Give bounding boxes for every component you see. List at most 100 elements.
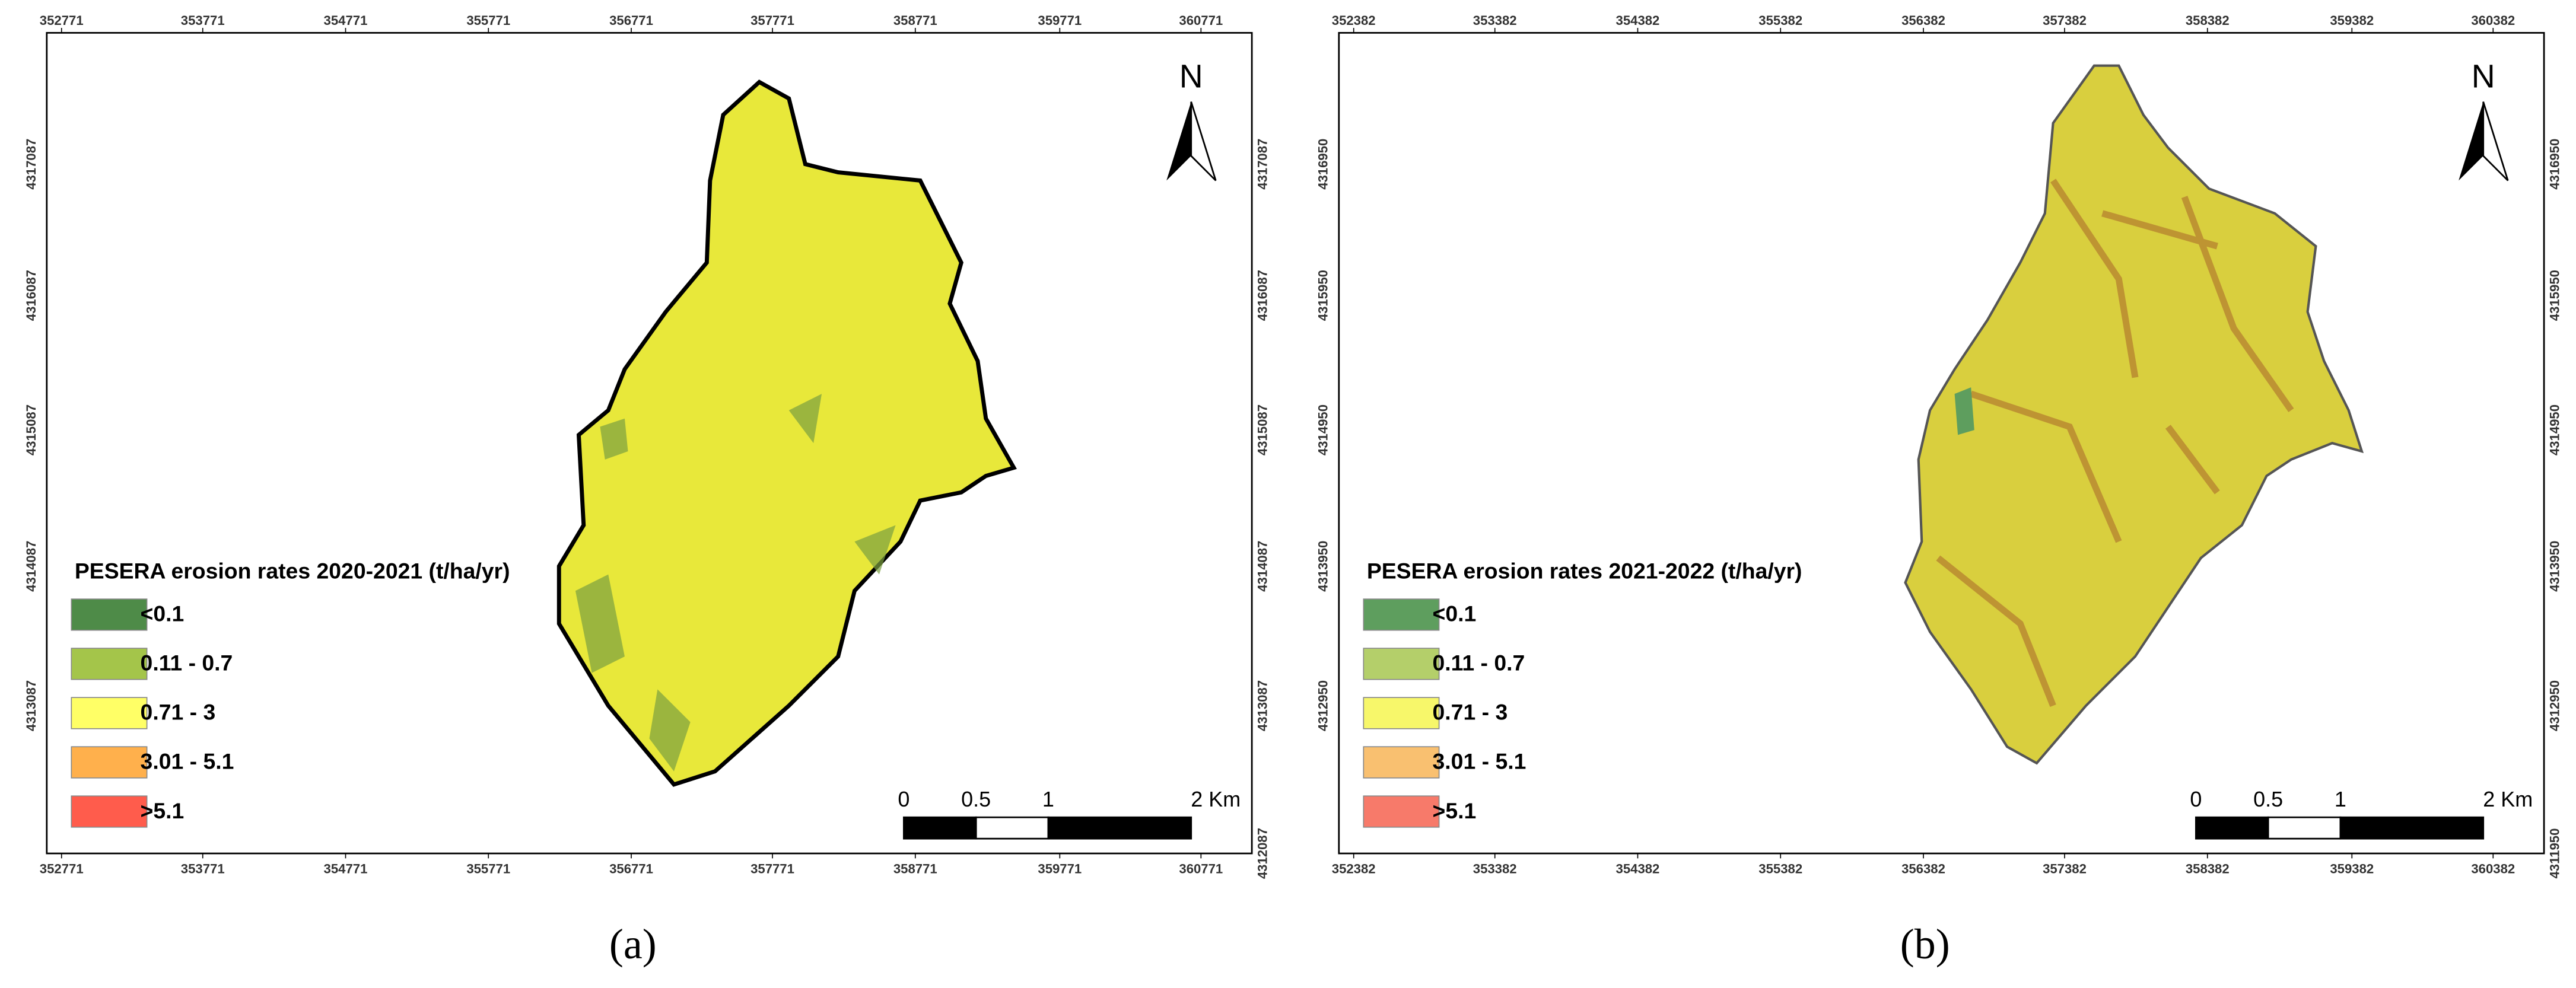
coord-label-bottom: 354771: [324, 862, 368, 877]
coord-label-top: 358382: [2186, 13, 2230, 28]
legend-swatch: [71, 795, 148, 828]
watershed: [556, 79, 1017, 787]
legend-swatch: [71, 598, 148, 631]
north-label: N: [1179, 58, 1203, 94]
north-arrow: [1190, 101, 1217, 181]
coord-label-top: 353382: [1473, 13, 1517, 28]
coord-label-top: 356382: [1901, 13, 1945, 28]
scale-bar-segment: [1047, 816, 1192, 840]
legend-swatch: [1363, 746, 1440, 779]
scale-bar-label: 2 Km: [2483, 787, 2533, 811]
coord-label-right: 4314087: [1255, 541, 1270, 592]
scale-bar-segment: [2267, 816, 2342, 840]
coord-label-top: 355771: [466, 13, 510, 28]
coord-label-corner: 4311950: [2547, 828, 2562, 879]
legend-swatch: [1363, 795, 1440, 828]
coord-label-top: 360771: [1179, 13, 1223, 28]
high-erosion-streaks: [1936, 179, 2294, 707]
coord-label-corner: 4312087: [1255, 828, 1270, 879]
coord-label-left: 4313950: [1316, 541, 1331, 592]
panel-b-map: [1338, 31, 2545, 855]
coord-label-bottom: 357771: [750, 862, 794, 877]
coord-label-top: 355382: [1758, 13, 1802, 28]
coord-label-bottom: 360771: [1179, 862, 1223, 877]
scale-bar-segment: [903, 816, 977, 840]
coord-label-right: 4314950: [2547, 404, 2562, 455]
legend-swatch: [71, 697, 148, 729]
coord-label-top: 356771: [609, 13, 653, 28]
coord-label-right: 4312950: [2547, 680, 2562, 731]
scale-bar-label: 0.5: [2253, 787, 2283, 811]
coord-label-bottom: 353382: [1473, 862, 1517, 877]
coord-label-left: 4316950: [1316, 139, 1331, 190]
legend-label: >5.1: [1433, 798, 1477, 823]
coord-label-left: 4314087: [24, 541, 39, 592]
coord-label-top: 359382: [2330, 13, 2374, 28]
watershed: [1904, 64, 2364, 765]
coord-label-bottom: 352771: [40, 862, 84, 877]
legend-label: <0.1: [141, 601, 185, 626]
legend-label: 0.11 - 0.7: [141, 651, 233, 675]
coord-label-left: 4313087: [24, 680, 39, 731]
coord-label-top: 357771: [750, 13, 794, 28]
coord-label-bottom: 357382: [2043, 862, 2087, 877]
coord-label-right: 4313950: [2547, 541, 2562, 592]
legend-swatch: [1363, 697, 1440, 729]
coord-label-left: 4316087: [24, 270, 39, 321]
panel-caption: (b): [1900, 920, 1950, 968]
coord-label-bottom: 358382: [2186, 862, 2230, 877]
coord-label-right: 4315950: [2547, 270, 2562, 321]
legend-label: 0.11 - 0.7: [1433, 651, 1525, 675]
coord-label-left: 4317087: [24, 139, 39, 190]
legend-swatch: [71, 648, 148, 680]
coord-label-bottom: 356771: [609, 862, 653, 877]
legend-swatch: [1363, 648, 1440, 680]
coord-label-right: 4313087: [1255, 680, 1270, 731]
legend-label: 0.71 - 3: [1433, 700, 1508, 725]
coord-label-top: 352771: [40, 13, 84, 28]
scale-bar-label: 0: [2190, 787, 2202, 811]
north-label: N: [2472, 58, 2495, 94]
coord-label-top: 353771: [181, 13, 225, 28]
coord-label-bottom: 360382: [2471, 862, 2515, 877]
legend-swatch: [71, 746, 148, 779]
north-arrow: [2482, 101, 2509, 181]
coord-label-top: 357382: [2043, 13, 2087, 28]
coord-label-left: 4312950: [1316, 680, 1331, 731]
coord-label-bottom: 359771: [1038, 862, 1082, 877]
legend-label: 0.71 - 3: [141, 700, 216, 725]
legend-title: PESERA erosion rates 2020-2021 (t/ha/yr): [75, 559, 510, 584]
coord-label-bottom: 352382: [1332, 862, 1376, 877]
coord-label-top: 358771: [893, 13, 937, 28]
coord-label-left: 4314950: [1316, 404, 1331, 455]
coord-label-right: 4317087: [1255, 139, 1270, 190]
legend-title: PESERA erosion rates 2021-2022 (t/ha/yr): [1367, 559, 1802, 584]
coord-label-bottom: 355382: [1758, 862, 1802, 877]
legend-label: >5.1: [141, 798, 185, 823]
coord-label-left: 4315950: [1316, 270, 1331, 321]
panel-a-map: [46, 31, 1253, 855]
coord-label-right: 4316087: [1255, 270, 1270, 321]
coord-label-bottom: 356382: [1901, 862, 1945, 877]
coord-label-bottom: 355771: [466, 862, 510, 877]
coord-label-bottom: 358771: [893, 862, 937, 877]
coord-label-bottom: 353771: [181, 862, 225, 877]
coord-label-top: 354382: [1616, 13, 1660, 28]
coord-label-left: 4315087: [24, 404, 39, 455]
scale-bar-segment: [2339, 816, 2485, 840]
coord-label-right: 4316950: [2547, 139, 2562, 190]
coord-label-bottom: 359382: [2330, 862, 2374, 877]
legend-label: <0.1: [1433, 601, 1477, 626]
scale-bar-label: 0.5: [961, 787, 991, 811]
low-erosion-patch: [1954, 387, 1974, 435]
coord-label-top: 359771: [1038, 13, 1082, 28]
legend-label: 3.01 - 5.1: [141, 749, 234, 774]
legend-swatch: [1363, 598, 1440, 631]
scale-bar-label: 0: [898, 787, 909, 811]
coord-label-top: 360382: [2471, 13, 2515, 28]
coord-label-right: 4315087: [1255, 404, 1270, 455]
scale-bar-label: 1: [1042, 787, 1054, 811]
legend-label: 3.01 - 5.1: [1433, 749, 1526, 774]
coord-label-top: 352382: [1332, 13, 1376, 28]
